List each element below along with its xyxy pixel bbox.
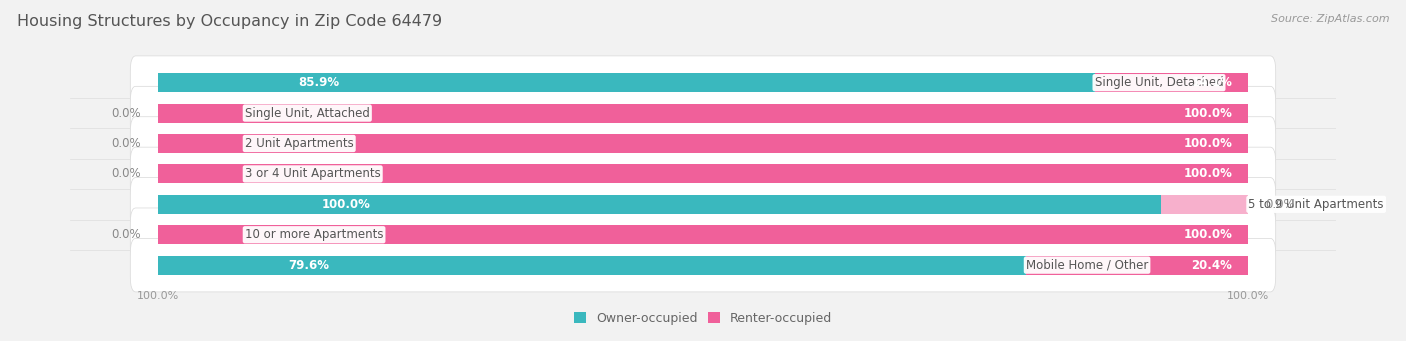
Text: 0.0%: 0.0% [111, 228, 141, 241]
Text: Single Unit, Attached: Single Unit, Attached [245, 107, 370, 120]
Text: Single Unit, Detached: Single Unit, Detached [1095, 76, 1223, 89]
Text: 85.9%: 85.9% [298, 76, 339, 89]
FancyBboxPatch shape [131, 178, 1275, 231]
Text: 10 or more Apartments: 10 or more Apartments [245, 228, 384, 241]
FancyBboxPatch shape [131, 117, 1275, 170]
Text: 79.6%: 79.6% [288, 259, 329, 272]
Text: 0.0%: 0.0% [1265, 198, 1295, 211]
Bar [1161, 195, 1249, 214]
Text: 100.0%: 100.0% [1184, 228, 1232, 241]
Bar [157, 225, 1249, 244]
Bar [1095, 73, 1249, 92]
Text: 100.0%: 100.0% [1184, 107, 1232, 120]
FancyBboxPatch shape [131, 147, 1275, 201]
Bar [157, 164, 1249, 183]
Text: Housing Structures by Occupancy in Zip Code 64479: Housing Structures by Occupancy in Zip C… [17, 14, 441, 29]
Text: 100.0%: 100.0% [1184, 167, 1232, 180]
Bar [157, 256, 1026, 275]
Text: 2 Unit Apartments: 2 Unit Apartments [245, 137, 353, 150]
Bar [157, 73, 1095, 92]
Text: 100.0%: 100.0% [1184, 137, 1232, 150]
Bar [157, 195, 1249, 214]
Text: Mobile Home / Other: Mobile Home / Other [1026, 259, 1149, 272]
Text: 0.0%: 0.0% [111, 167, 141, 180]
Text: 5 to 9 Unit Apartments: 5 to 9 Unit Apartments [1249, 198, 1384, 211]
Text: 20.4%: 20.4% [1191, 259, 1232, 272]
Text: 0.0%: 0.0% [111, 107, 141, 120]
FancyBboxPatch shape [131, 86, 1275, 140]
Bar [1026, 256, 1249, 275]
Bar [157, 225, 245, 244]
Text: 100.0%: 100.0% [321, 198, 370, 211]
FancyBboxPatch shape [131, 56, 1275, 109]
Text: 0.0%: 0.0% [111, 137, 141, 150]
Bar [157, 164, 245, 183]
Bar [157, 134, 245, 153]
Text: 3 or 4 Unit Apartments: 3 or 4 Unit Apartments [245, 167, 381, 180]
Bar [157, 134, 1249, 153]
Text: Source: ZipAtlas.com: Source: ZipAtlas.com [1271, 14, 1389, 24]
Text: 14.1%: 14.1% [1191, 76, 1232, 89]
FancyBboxPatch shape [131, 208, 1275, 262]
Legend: Owner-occupied, Renter-occupied: Owner-occupied, Renter-occupied [568, 307, 838, 330]
Bar [157, 104, 1249, 122]
FancyBboxPatch shape [131, 238, 1275, 292]
Bar [157, 104, 245, 122]
